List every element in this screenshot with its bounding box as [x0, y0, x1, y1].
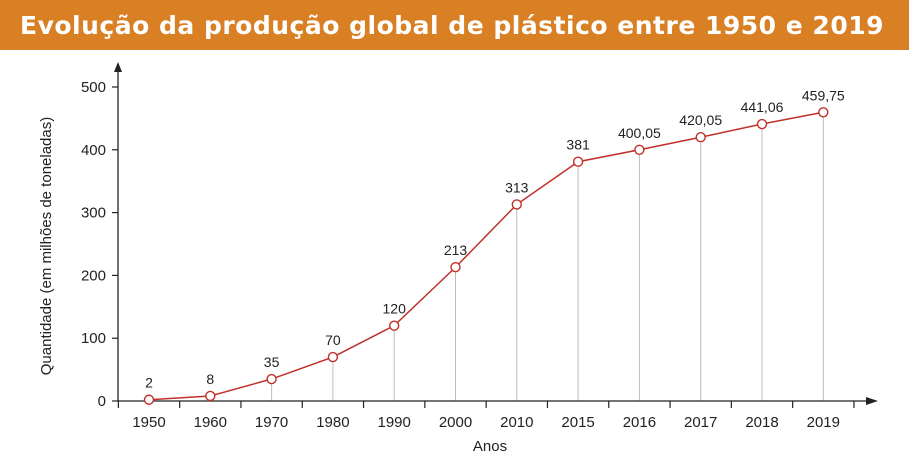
- data-point: [695, 132, 706, 143]
- data-label: 213: [444, 242, 468, 258]
- data-label: 313: [505, 179, 529, 195]
- y-axis-arrow: [114, 62, 122, 72]
- y-tick-label: 400: [81, 142, 106, 159]
- data-label: 420,05: [679, 112, 722, 128]
- data-label: 400,05: [618, 125, 661, 141]
- x-tick-label: 1980: [316, 414, 349, 431]
- data-point: [205, 390, 216, 402]
- x-tick-label: 2010: [500, 414, 533, 431]
- data-point: [327, 351, 339, 363]
- data-point: [266, 373, 277, 385]
- chart-title-banner: Evolução da produção global de plástico …: [0, 0, 909, 50]
- y-tick-label: 0: [98, 393, 106, 410]
- data-point: [389, 320, 400, 331]
- x-axis-label: Anos: [473, 438, 507, 453]
- y-tick-label: 100: [81, 330, 106, 347]
- data-label: 459,75: [802, 87, 845, 103]
- series-line: [148, 111, 824, 401]
- data-point: [572, 156, 584, 167]
- data-label: 8: [206, 371, 214, 387]
- data-point: [143, 394, 155, 405]
- x-tick-label: 2017: [684, 414, 717, 431]
- y-axis-label: Quantidade (em milhões de toneladas): [38, 117, 55, 376]
- chart-title: Evolução da produção global de plástico …: [20, 10, 884, 40]
- data-point: [450, 262, 461, 273]
- y-tick-label: 300: [81, 205, 106, 222]
- data-label: 2: [145, 375, 153, 391]
- data-point: [511, 199, 522, 210]
- x-tick-label: 1970: [255, 414, 288, 431]
- x-tick-label: 2000: [439, 414, 472, 431]
- data-label: 35: [264, 354, 280, 370]
- x-tick-label: 2018: [745, 414, 778, 431]
- x-tick-label: 1990: [378, 414, 411, 431]
- x-tick-label: 2016: [623, 414, 656, 431]
- x-tick-label: 2019: [807, 414, 840, 431]
- data-label: 441,06: [741, 99, 784, 115]
- x-tick-label: 2015: [561, 414, 594, 431]
- y-tick-label: 200: [81, 267, 106, 284]
- data-point: [634, 144, 645, 155]
- x-tick-label: 1960: [194, 414, 227, 431]
- data-label: 120: [383, 301, 407, 317]
- y-tick-label: 500: [81, 79, 106, 96]
- data-point: [818, 107, 829, 118]
- data-label: 70: [325, 332, 341, 348]
- x-tick-label: 1950: [132, 414, 165, 431]
- x-axis-arrow: [866, 397, 878, 405]
- data-point: [756, 118, 768, 130]
- data-label: 381: [566, 137, 590, 153]
